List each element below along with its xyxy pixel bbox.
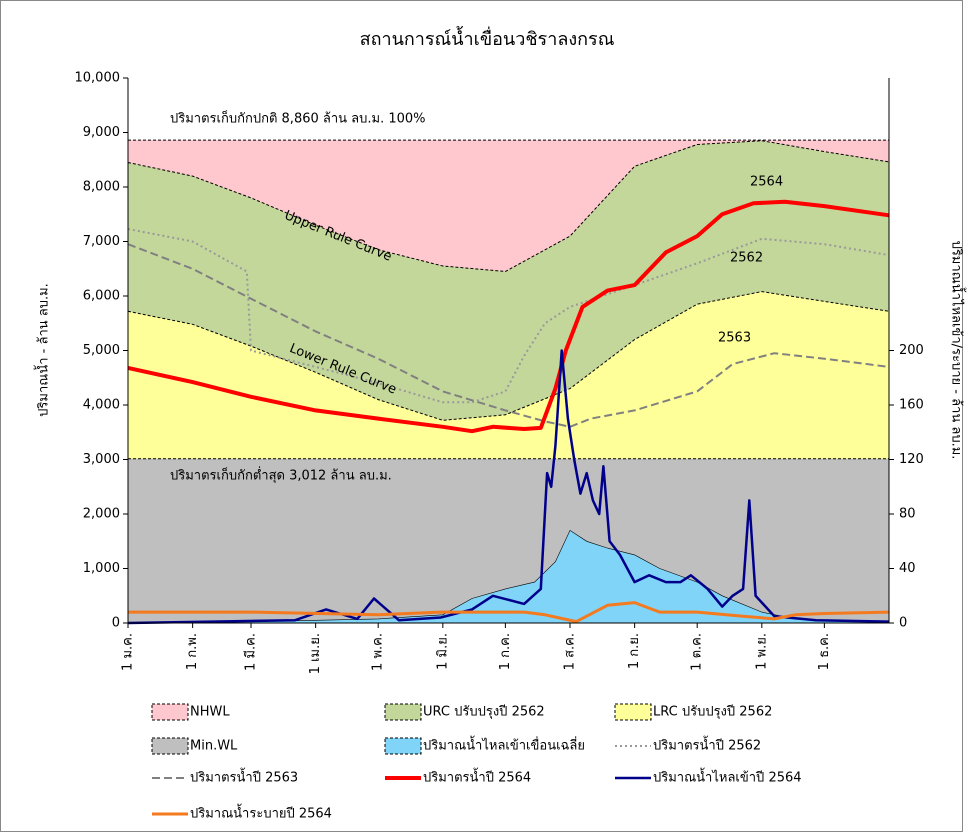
legend-label: ปริมาณน้ำไหลเข้าปี 2564 [653,768,802,786]
y2-tick-label: 200 [899,343,924,358]
annotation: ปริมาตรเก็บกักต่ำสุด 3,012 ล้าน ลบ.ม. [170,466,392,484]
legend-label: ปริมาตรน้ำปี 2564 [423,768,531,786]
annotation: ปริมาตรเก็บกักปกติ 8,860 ล้าน ลบ.ม. 100% [170,109,426,127]
x-tick-label: 1 ม.ค. [121,633,136,671]
y2-tick-label: 0 [899,616,907,631]
x-tick-label: 1 ธ.ค. [817,633,832,670]
y-tick-label: 9,000 [83,125,120,140]
legend-swatch [151,737,189,755]
x-tick-label: 1 ก.ค. [498,633,513,670]
y2-tick-label: 40 [899,561,916,576]
y-tick-label: 8,000 [83,180,120,195]
line [127,349,890,625]
annotation: 2563 [718,331,751,346]
line [128,601,890,624]
legend-label: ปริมาณน้ำไหลเข้าเขื่อนเฉลี่ย [423,736,585,754]
y-tick-label: 10,000 [75,71,121,86]
x-tick-label: 1 มี.ค. [243,633,259,671]
annotation: 2564 [750,175,783,190]
legend-label: Min.WL [190,739,238,754]
x-tick-label: 1 ก.พ. [185,633,200,670]
annotation: 2562 [730,251,763,266]
legend-label: ปริมาตรน้ำปี 2563 [190,768,298,786]
y2-axis-label: ปริมาณน้ำไหลเข้า/ระบาย - ล้าน ลบ.ม. [949,241,967,460]
legend-swatch [384,703,422,721]
y-axis-label: ปริมาณน้ำ - ล้าน ลบ.ม. [34,283,52,417]
y2-tick-label: 160 [899,398,924,413]
legend-swatch [614,703,652,721]
legend-label: URC ปรับปรุงปี 2562 [423,704,545,720]
legend-label: NHWL [190,705,230,720]
y-tick-label: 5,000 [83,343,120,358]
y2-tick-label: 120 [899,452,924,467]
y-tick-label: 4,000 [83,398,120,413]
x-tick-label: 1 ก.ย. [627,633,642,669]
y-tick-label: 3,000 [83,452,120,467]
y-tick-label: 6,000 [83,289,120,304]
y-tick-label: 7,000 [83,234,120,249]
x-tick-label: 1 ต.ค. [690,633,705,671]
legend-label: LRC ปรับปรุงปี 2562 [653,704,772,720]
legend-label: ปริมาณน้ำระบายปี 2564 [190,804,332,822]
y-tick-label: 2,000 [83,507,120,522]
y2-tick-label: 80 [899,507,916,522]
x-tick-label: 1 เม.ย. [308,633,323,674]
line [127,243,890,428]
x-tick-label: 1 มิ.ย. [435,633,450,670]
x-tick-label: 1 พ.ค. [371,633,386,671]
line [127,228,890,404]
x-tick-label: 1 พ.ย. [754,633,769,670]
x-tick-label: 1 ส.ค. [563,633,578,670]
y-tick-label: 1,000 [83,561,120,576]
chart-title: สถานการณ์น้ำเขื่อนวชิราลงกรณ [360,26,615,50]
legend-swatch [151,703,189,721]
legend-swatch [384,737,422,755]
legend-label: ปริมาตรน้ำปี 2562 [653,736,761,754]
y-tick-label: 0 [112,616,120,631]
